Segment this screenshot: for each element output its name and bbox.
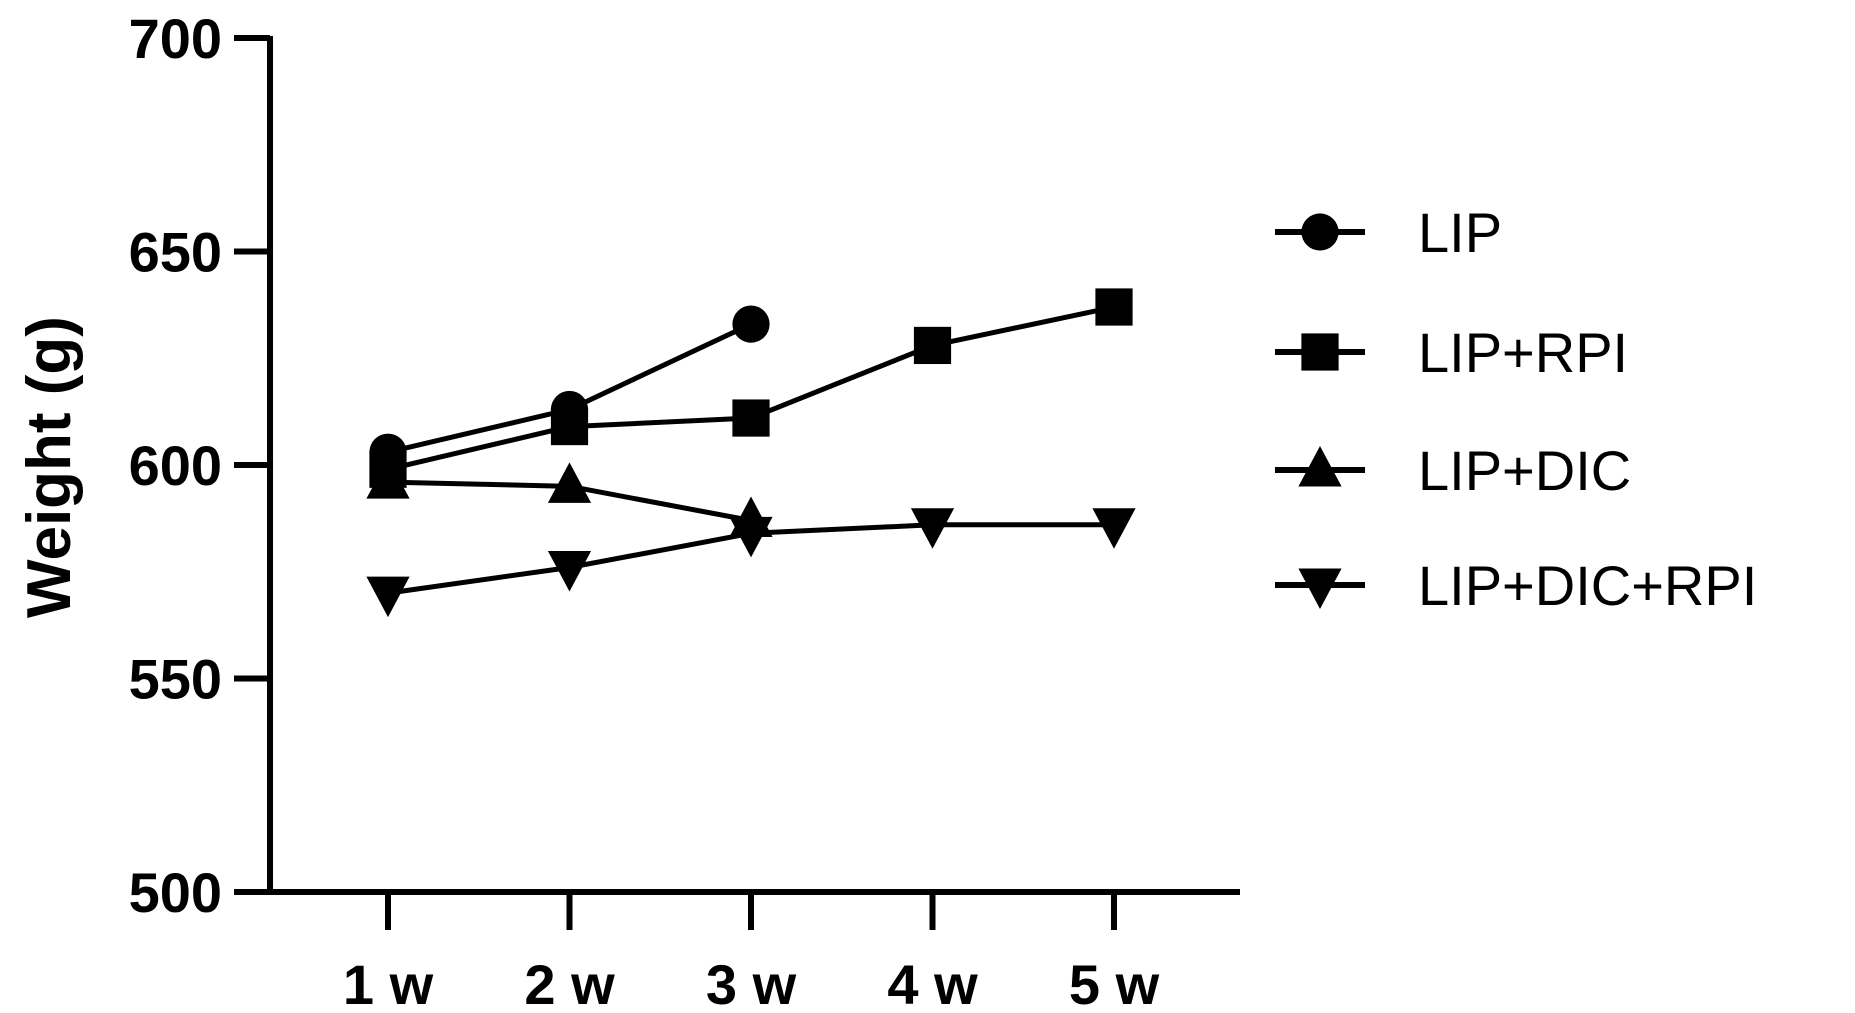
data-point-3 xyxy=(732,399,770,437)
legend-marker xyxy=(1301,213,1339,251)
legend-item-3: LIP+DIC xyxy=(1275,439,1631,502)
data-point-5 xyxy=(1095,288,1133,326)
x-tick-label-1: 1 w xyxy=(343,953,434,1013)
data-point-3 xyxy=(732,305,770,343)
legend-item-1: LIP xyxy=(1275,201,1502,264)
y-tick-label-650: 650 xyxy=(129,221,222,284)
y-axis-title: Weight (g) xyxy=(15,316,84,618)
y-tick-label-600: 600 xyxy=(129,434,222,497)
legend: LIP LIP+RPI LIP+DIC LIP+DIC+RPI xyxy=(1275,201,1757,617)
legend-marker xyxy=(1298,446,1342,487)
x-tick-label-3: 3 w xyxy=(706,953,797,1013)
legend-label: LIP xyxy=(1418,201,1502,264)
y-tick-label-550: 550 xyxy=(129,648,222,711)
data-point-1 xyxy=(366,576,410,618)
data-point-2 xyxy=(547,550,592,592)
x-tick-label-4: 4 w xyxy=(887,953,978,1013)
x-tick-label-2: 2 w xyxy=(524,953,615,1013)
y-axis: 500 550 600 650 700 xyxy=(129,7,273,924)
legend-item-4: LIP+DIC+RPI xyxy=(1275,554,1757,617)
legend-label: LIP+RPI xyxy=(1418,321,1628,384)
legend-label: LIP+DIC+RPI xyxy=(1418,554,1757,617)
data-point-5 xyxy=(1092,508,1136,549)
legend-marker xyxy=(1301,333,1339,371)
data-point-4 xyxy=(913,326,952,365)
y-tick-label-500: 500 xyxy=(129,861,222,924)
data-point-1 xyxy=(366,458,410,499)
series-lip-dic xyxy=(366,458,773,538)
series-lip-dic-rpi xyxy=(366,508,1136,618)
series-lip-rpi xyxy=(369,288,1133,488)
y-tick-label-700: 700 xyxy=(129,7,222,70)
legend-item-2: LIP+RPI xyxy=(1275,321,1628,384)
data-point-2 xyxy=(550,407,589,446)
series-lip xyxy=(369,305,770,471)
x-axis: 1 w 2 w 3 w 4 w 5 w xyxy=(267,889,1240,1013)
data-point-2 xyxy=(547,462,592,503)
x-tick-label-5: 5 w xyxy=(1069,953,1160,1013)
legend-label: LIP+DIC xyxy=(1418,439,1631,502)
series-layer xyxy=(366,288,1136,618)
data-point-3 xyxy=(729,516,773,558)
legend-marker xyxy=(1298,568,1342,609)
data-point-4 xyxy=(910,508,955,549)
